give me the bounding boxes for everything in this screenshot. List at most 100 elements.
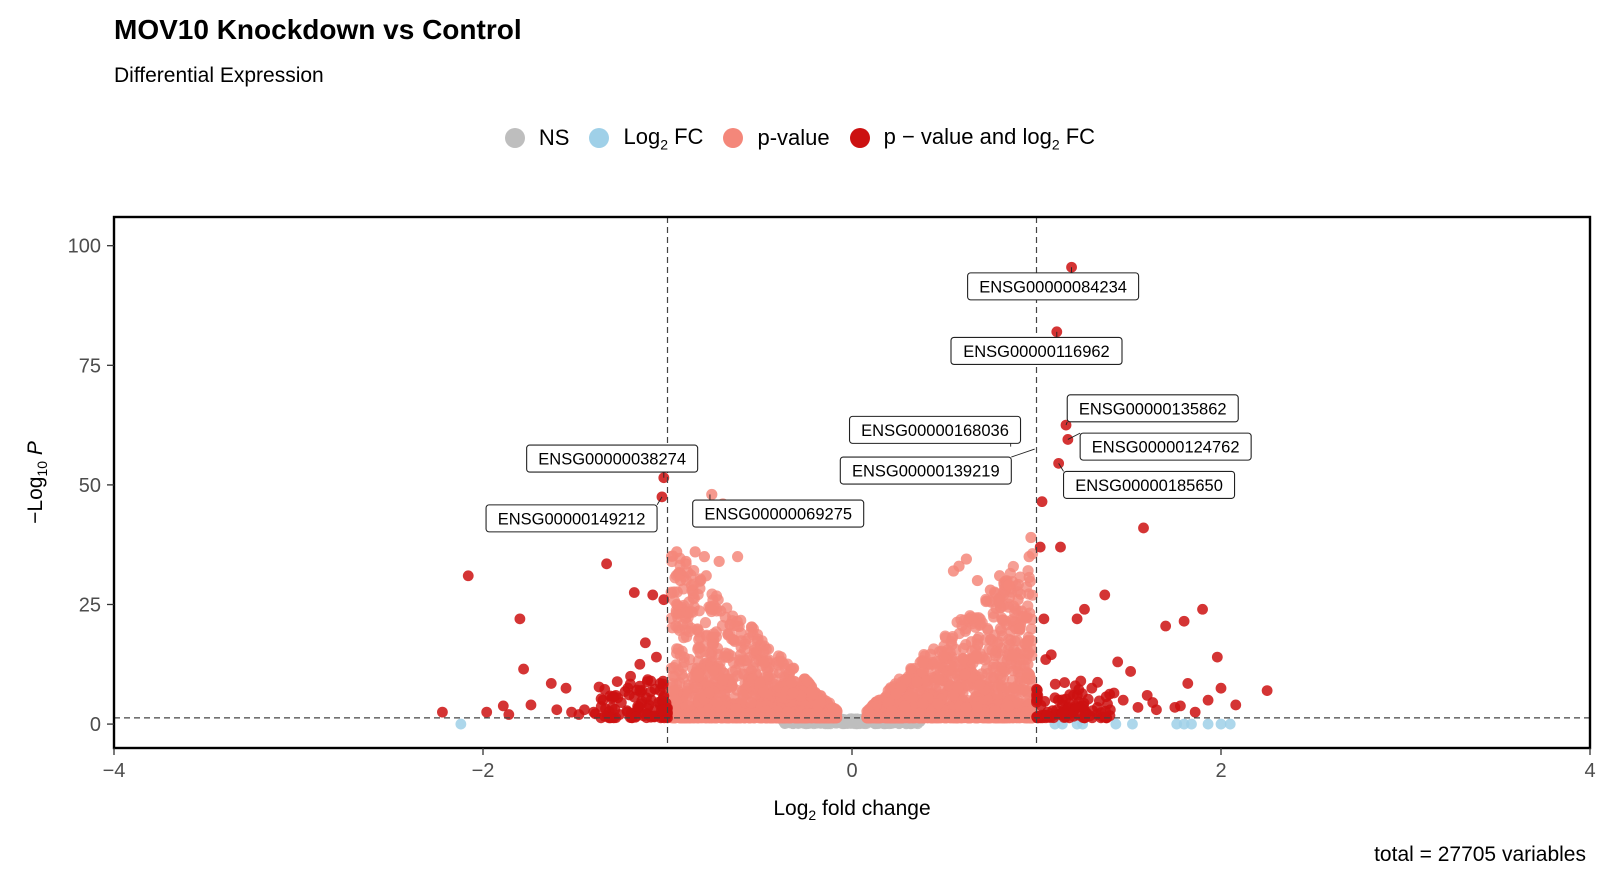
- legend-swatch-pvalue-log2fc: [849, 128, 870, 149]
- point-pvalue: [1006, 614, 1018, 626]
- point-pvalue: [713, 555, 725, 568]
- point-pvalue: [707, 638, 719, 650]
- point-pvalue: [830, 704, 843, 716]
- point-pvalue-log2fc: [1079, 603, 1090, 615]
- point-pvalue: [745, 696, 757, 709]
- legend: NS Log2 FC p-value p − value and log2 FC: [0, 124, 1600, 152]
- gene-label-box: [1066, 394, 1239, 423]
- point-pvalue-log2fc: [1261, 685, 1273, 696]
- point-pvalue: [957, 711, 969, 723]
- point-pvalue: [765, 708, 777, 720]
- point-pvalue: [738, 654, 750, 667]
- point-pvalue-log2fc: [1031, 691, 1043, 702]
- point-pvalue: [1014, 672, 1026, 684]
- y-tick-label: 75: [79, 355, 101, 377]
- point-pvalue: [971, 574, 984, 587]
- point-pvalue-log2fc: [503, 709, 515, 720]
- point-pvalue: [917, 698, 929, 710]
- point-pvalue-log2fc: [560, 682, 572, 694]
- point-pvalue: [758, 646, 770, 658]
- point-pvalue-log2fc: [1189, 706, 1201, 718]
- point-pvalue: [945, 660, 957, 672]
- point-pvalue: [785, 677, 798, 689]
- y-tick-label: 25: [79, 594, 101, 616]
- point-pvalue: [681, 708, 693, 720]
- point-pvalue-log2fc: [640, 708, 652, 720]
- gene-label: ENSG00000116962: [963, 343, 1109, 361]
- point-pvalue-log2fc: [462, 570, 474, 582]
- point-pvalue: [807, 688, 819, 700]
- legend-item-log2fc: Log2 FC: [589, 124, 703, 152]
- legend-label-pvalue: p-value: [757, 125, 830, 151]
- gene-label: ENSG00000149212: [498, 510, 646, 528]
- point-pvalue: [950, 643, 962, 656]
- point-pvalue: [925, 710, 937, 722]
- point-pvalue: [721, 602, 733, 614]
- point-pvalue-log2fc: [551, 704, 563, 716]
- point-pvalue: [928, 678, 940, 690]
- point-log2fc: [1171, 718, 1183, 730]
- gene-label-box: [839, 456, 1012, 485]
- point-pvalue-log2fc: [1034, 541, 1046, 553]
- point-pvalue: [1018, 684, 1030, 696]
- point-pvalue: [930, 656, 942, 668]
- point-pvalue-log2fc: [632, 701, 644, 712]
- point-pvalue: [801, 707, 814, 720]
- point-pvalue-log2fc: [1160, 620, 1172, 632]
- point-pvalue-log2fc: [1215, 682, 1227, 694]
- data-points: [437, 261, 1273, 730]
- point-pvalue: [756, 712, 768, 724]
- point-pvalue-log2fc: [1055, 541, 1066, 553]
- point-log2fc: [1202, 718, 1214, 730]
- chart-subtitle: Differential Expression: [114, 64, 324, 87]
- point-pvalue: [671, 546, 683, 558]
- point-pvalue: [1022, 600, 1034, 612]
- point-pvalue-log2fc: [593, 681, 605, 693]
- point-log2fc: [455, 718, 467, 730]
- point-pvalue-log2fc: [1211, 651, 1223, 663]
- point-pvalue: [1023, 588, 1035, 600]
- point-pvalue-log2fc: [628, 691, 640, 703]
- point-pvalue: [801, 675, 814, 688]
- point-pvalue-log2fc: [595, 693, 607, 705]
- point-pvalue: [989, 705, 1001, 717]
- point-log2fc: [1186, 718, 1197, 730]
- point-pvalue: [682, 566, 694, 578]
- point-pvalue: [717, 674, 729, 686]
- point-pvalue-log2fc: [1035, 699, 1047, 711]
- point-pvalue-log2fc: [647, 589, 659, 601]
- point-pvalue: [700, 570, 712, 582]
- gene-label: ENSG00000038274: [538, 451, 686, 469]
- point-pvalue: [961, 679, 973, 691]
- point-pvalue-log2fc: [1178, 615, 1190, 627]
- point-pvalue: [985, 671, 998, 683]
- total-caption: total = 27705 variables: [1374, 843, 1586, 866]
- point-pvalue: [974, 679, 986, 691]
- x-tick-label: −2: [472, 760, 495, 782]
- point-pvalue: [957, 653, 969, 665]
- legend-label-ns: NS: [538, 125, 570, 151]
- volcano-plot: ENSG00000084234 ENSG00000116962 ENSG000001…: [24, 215, 1596, 823]
- point-pvalue: [684, 653, 696, 666]
- point-pvalue-log2fc: [651, 651, 662, 663]
- legend-label-pvalue-log2fc: p − value and log2 FC: [883, 124, 1096, 153]
- label-leader-line: [1058, 463, 1064, 472]
- point-pvalue: [992, 594, 1004, 606]
- point-pvalue-log2fc: [545, 678, 557, 689]
- point-pvalue: [752, 633, 764, 645]
- point-pvalue: [911, 676, 923, 688]
- point-pvalue-log2fc: [1031, 711, 1043, 723]
- x-tick-label: −4: [103, 760, 126, 782]
- point-pvalue: [917, 657, 929, 669]
- gene-label: ENSG00000185650: [1075, 477, 1223, 495]
- point-pvalue: [938, 710, 950, 722]
- gene-label: ENSG00000084234: [979, 278, 1127, 296]
- point-pvalue: [1023, 551, 1035, 563]
- point-pvalue: [674, 574, 687, 587]
- point-pvalue: [786, 708, 798, 720]
- point-pvalue: [984, 584, 996, 596]
- point-pvalue-log2fc: [1100, 705, 1111, 717]
- point-pvalue-log2fc: [1104, 688, 1116, 700]
- axes: −4 −2 0 2 4 0 25 50 75 100 Log2 fold change −Log10 …: [24, 215, 1596, 823]
- point-pvalue: [685, 579, 698, 591]
